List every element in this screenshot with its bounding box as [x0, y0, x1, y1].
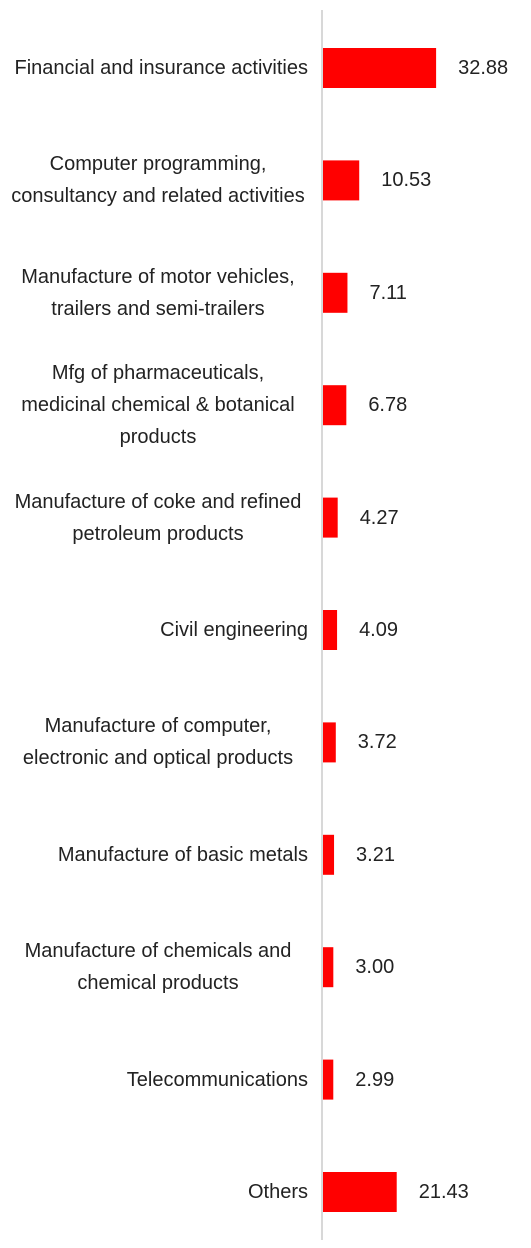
category-label: Manufacture of basic metals — [57, 843, 308, 866]
bar — [323, 610, 338, 650]
value-label: 4.09 — [359, 619, 398, 641]
category-label: Manufacture of computer, electronic and … — [22, 715, 294, 770]
value-label: 4.27 — [359, 506, 399, 529]
value-label: 21.43 — [418, 1181, 469, 1203]
category-label: Telecommunications — [126, 1068, 308, 1091]
bar — [323, 1172, 397, 1212]
bar — [323, 385, 347, 426]
value-label: 7.11 — [369, 281, 407, 304]
category-label: Manufacture of motor vehicles, trailers … — [21, 265, 295, 320]
category-label: Manufacture of chemicals and chemical pr… — [24, 940, 292, 995]
category-label: Financial and insurance activities — [14, 57, 309, 79]
category-label: Civil engineering — [160, 619, 308, 641]
value-label: 3.72 — [357, 731, 397, 754]
bar — [323, 497, 338, 538]
value-label: 6.78 — [368, 394, 408, 417]
bar — [323, 947, 334, 988]
value-label: 32.88 — [458, 57, 509, 79]
value-label: 2.99 — [355, 1068, 395, 1091]
bar — [323, 1059, 334, 1100]
bar — [323, 722, 336, 763]
value-label: 3.00 — [355, 956, 395, 979]
bar — [323, 272, 348, 313]
category-label: Manufacture of coke and refined petroleu… — [14, 490, 302, 545]
category-label: Others — [247, 1181, 308, 1203]
category-label: Computer programming, consultancy and re… — [11, 153, 305, 208]
bar — [323, 160, 360, 201]
bar — [323, 48, 437, 88]
value-label: 3.21 — [356, 843, 395, 866]
bar — [323, 834, 335, 875]
category-label: Mfg of pharmaceuticals, medicinal chemic… — [21, 362, 295, 449]
value-label: 10.53 — [381, 169, 432, 192]
